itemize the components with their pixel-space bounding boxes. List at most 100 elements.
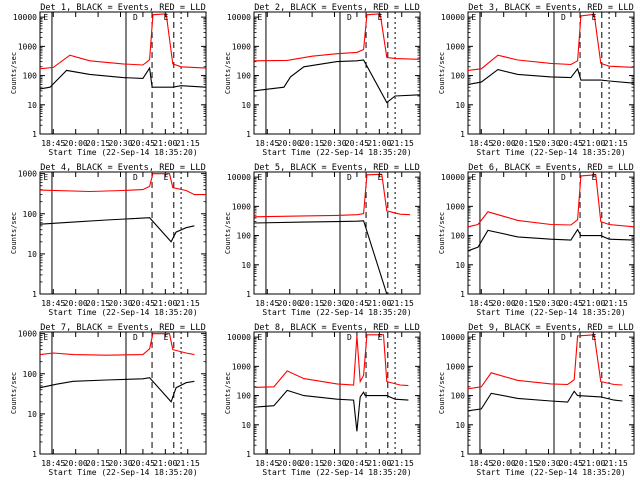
y-tick-label: 10 [241, 261, 251, 270]
flag-marker: E [378, 13, 383, 22]
x-tick-label: 18:45 [469, 459, 493, 468]
plot-frame [39, 11, 207, 135]
red-lld-line [253, 13, 421, 62]
y-tick-label: 10 [27, 410, 37, 419]
x-axis-label: Start Time (22-Sep-14 18:35:20) [262, 468, 411, 477]
x-tick-label: 21:15 [176, 299, 200, 308]
flag-marker: D [561, 173, 566, 182]
x-tick-label: 20:45 [131, 459, 155, 468]
flag-marker: D [133, 333, 138, 342]
chart-title: Det 8, BLACK = Events, RED = LLD [254, 323, 420, 333]
x-tick-label: 20:45 [559, 299, 583, 308]
plot-frame [467, 331, 635, 455]
red-lld-line [253, 334, 409, 388]
x-tick-label: 21:15 [176, 459, 200, 468]
x-tick-label: 21:00 [581, 139, 605, 148]
x-tick-label: 18:45 [41, 139, 65, 148]
flag-marker: D [133, 13, 138, 22]
panel-det-7: Det 7, BLACK = Events, RED = LLD 1 10 100 10… [10, 323, 207, 477]
red-lld-line [253, 173, 411, 218]
x-axis-label: Start Time (22-Sep-14 18:35:20) [476, 308, 625, 317]
y-tick-label: 1000 [18, 42, 37, 51]
black-events-line [39, 66, 207, 90]
x-tick-label: 20:30 [108, 459, 132, 468]
x-tick-label: 20:30 [108, 299, 132, 308]
x-tick-label: 20:45 [345, 459, 369, 468]
x-tick-label: 20:45 [131, 139, 155, 148]
y-tick-label: 1000 [232, 42, 251, 51]
red-lld-line [467, 334, 623, 390]
black-events-line [253, 220, 420, 295]
y-axis-label: Counts/sec [10, 372, 18, 414]
x-tick-label: 21:00 [367, 459, 391, 468]
x-tick-label: 21:00 [581, 299, 605, 308]
y-axis-label: Counts/sec [224, 372, 232, 414]
y-tick-label: 10 [455, 101, 465, 110]
black-events-line [253, 59, 421, 104]
flag-marker: E [257, 173, 262, 182]
y-tick-label: 1 [460, 130, 465, 139]
panel-det-8: Det 8, BLACK = Events, RED = LLD 1 10 100 10… [224, 323, 421, 477]
flag-marker: D [561, 333, 566, 342]
chart-title: Det 2, BLACK = Events, RED = LLD [254, 3, 420, 13]
plot-frame [39, 331, 207, 455]
x-tick-label: 20:15 [300, 299, 324, 308]
black-events-line [467, 228, 635, 252]
y-tick-label: 100 [451, 392, 466, 401]
y-axis-label: Counts/sec [438, 52, 446, 94]
y-tick-label: 10 [27, 250, 37, 259]
x-tick-label: 21:15 [604, 459, 628, 468]
y-tick-label: 100 [23, 72, 38, 81]
x-tick-label: 20:00 [492, 139, 516, 148]
flag-marker: E [471, 13, 476, 22]
y-tick-label: 100 [23, 370, 38, 379]
panel-det-9: Det 9, BLACK = Events, RED = LLD 1 10 100 10… [438, 323, 635, 477]
flag-marker: E [471, 333, 476, 342]
y-tick-label: 10000 [441, 13, 465, 22]
x-tick-label: 18:45 [41, 299, 65, 308]
y-axis-label: Counts/sec [10, 212, 18, 254]
x-tick-label: 21:15 [390, 299, 414, 308]
y-tick-label: 1000 [18, 330, 37, 339]
flag-marker: E [164, 333, 169, 342]
x-tick-label: 20:00 [64, 139, 88, 148]
red-lld-line [467, 13, 635, 71]
flag-marker: D [347, 333, 352, 342]
x-tick-label: 21:15 [390, 459, 414, 468]
x-tick-label: 20:30 [322, 139, 346, 148]
flag-marker: E [471, 173, 476, 182]
x-tick-label: 20:45 [559, 459, 583, 468]
y-tick-label: 1000 [18, 170, 37, 179]
red-lld-line [39, 173, 206, 196]
black-events-line [39, 377, 195, 403]
x-tick-label: 21:15 [176, 139, 200, 148]
y-tick-label: 1 [246, 450, 251, 459]
x-axis-label: Start Time (22-Sep-14 18:35:20) [262, 148, 411, 157]
x-tick-label: 20:15 [514, 139, 538, 148]
x-tick-label: 20:45 [559, 139, 583, 148]
x-tick-label: 20:15 [86, 459, 110, 468]
y-tick-label: 1 [460, 290, 465, 299]
plot-frame [253, 331, 421, 455]
flag-marker: E [257, 333, 262, 342]
red-lld-line [467, 174, 635, 228]
x-tick-label: 20:00 [64, 459, 88, 468]
y-axis-label: Counts/sec [10, 52, 18, 94]
plot-frame [467, 171, 635, 295]
black-events-line [253, 389, 409, 432]
panel-det-6: Det 6, BLACK = Events, RED = LLD 1 10 100 10… [438, 163, 635, 317]
flag-marker: D [347, 13, 352, 22]
x-tick-label: 20:30 [536, 459, 560, 468]
y-tick-label: 100 [451, 72, 466, 81]
x-tick-label: 18:45 [469, 139, 493, 148]
panel-det-3: Det 3, BLACK = Events, RED = LLD 1 10 100 10… [438, 3, 635, 157]
x-tick-label: 20:00 [492, 459, 516, 468]
chart-title: Det 9, BLACK = Events, RED = LLD [468, 323, 634, 333]
chart-title: Det 6, BLACK = Events, RED = LLD [468, 163, 634, 173]
panel-det-4: Det 4, BLACK = Events, RED = LLD 1 10 100 10… [10, 163, 207, 317]
x-tick-label: 20:45 [345, 139, 369, 148]
x-tick-label: 20:30 [536, 139, 560, 148]
x-tick-label: 21:15 [604, 299, 628, 308]
y-axis-label: Counts/sec [438, 212, 446, 254]
x-tick-label: 18:45 [469, 299, 493, 308]
